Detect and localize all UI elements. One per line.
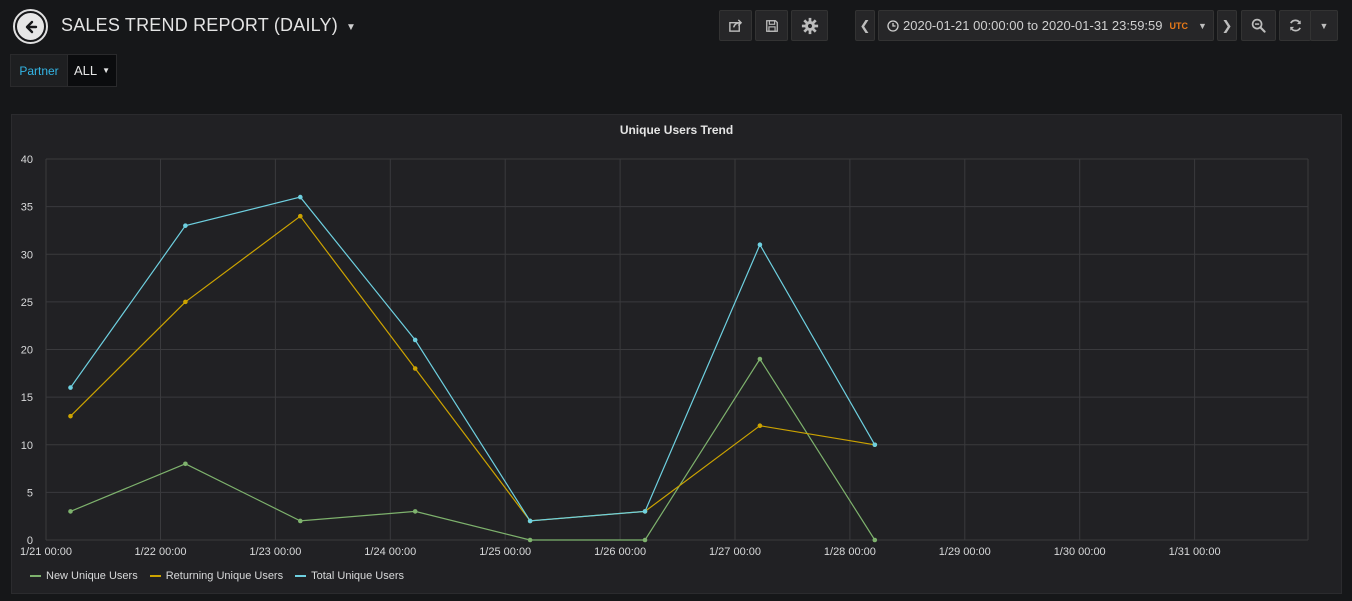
y-tick-label: 20 bbox=[21, 345, 33, 357]
data-point bbox=[527, 518, 533, 524]
y-tick-label: 25 bbox=[21, 297, 33, 309]
time-range-text: 2020-01-21 00:00:00 to 2020-01-31 23:59:… bbox=[903, 18, 1163, 33]
data-point bbox=[757, 242, 763, 248]
x-tick-label: 1/22 00:00 bbox=[135, 546, 187, 558]
refresh-interval-dropdown[interactable]: ▼ bbox=[1310, 10, 1338, 41]
share-button[interactable] bbox=[719, 10, 752, 41]
panel-title[interactable]: Unique Users Trend bbox=[619, 123, 734, 137]
legend-swatch bbox=[149, 575, 161, 577]
data-point bbox=[68, 385, 73, 390]
y-tick-label: 30 bbox=[21, 249, 33, 261]
y-tick-label: 10 bbox=[21, 440, 33, 452]
timezone-badge: UTC bbox=[1169, 20, 1189, 31]
line-chart[interactable]: 0 5 10 15 20 25 30 35 40 1/21 00:00 1/22 00:00 1/23… bbox=[12, 115, 1343, 565]
data-point bbox=[183, 461, 188, 467]
caret-down-icon: ▼ bbox=[1198, 20, 1207, 31]
gear-icon bbox=[801, 17, 818, 34]
x-tick-label: 1/21 00:00 bbox=[20, 546, 72, 558]
data-point bbox=[412, 337, 418, 343]
data-point bbox=[183, 223, 188, 228]
legend-item[interactable]: Total Unique Users bbox=[295, 570, 404, 582]
data-point bbox=[298, 194, 303, 200]
dashboard-title[interactable]: SALES TREND REPORT (DAILY) ▼ bbox=[61, 15, 356, 36]
series-line bbox=[70, 357, 876, 541]
share-icon bbox=[729, 19, 743, 32]
y-tick-label: 35 bbox=[21, 202, 33, 214]
legend-item[interactable]: Returning Unique Users bbox=[149, 570, 284, 582]
time-shift-back-button[interactable]: ❮ bbox=[855, 10, 875, 41]
y-tick-label: 0 bbox=[27, 535, 33, 547]
x-tick-label: 1/28 00:00 bbox=[824, 546, 876, 558]
chevron-left-icon: ❮ bbox=[859, 17, 871, 33]
refresh-icon bbox=[1290, 19, 1301, 32]
series-line bbox=[70, 196, 876, 522]
data-point bbox=[412, 366, 418, 371]
data-point bbox=[298, 213, 303, 219]
unique-users-trend-panel: Unique Users Trend 0 5 10 15 20 25 30 35 40 1/21 … bbox=[11, 114, 1342, 594]
time-range-picker[interactable]: 2020-01-21 00:00:00 to 2020-01-31 23:59:… bbox=[878, 10, 1214, 41]
dashboard-title-text: SALES TREND REPORT (DAILY) bbox=[61, 15, 338, 35]
data-point bbox=[298, 518, 303, 524]
data-point bbox=[757, 356, 763, 362]
save-button[interactable] bbox=[755, 10, 788, 41]
data-point bbox=[642, 537, 648, 543]
zoom-out-icon bbox=[1251, 18, 1266, 33]
chevron-right-icon: ❯ bbox=[1221, 17, 1233, 33]
data-point bbox=[757, 423, 763, 429]
caret-down-icon: ▼ bbox=[345, 22, 357, 33]
partner-variable-value: ALL bbox=[73, 63, 98, 78]
x-tick-label: 1/31 00:00 bbox=[1169, 546, 1221, 558]
back-button[interactable] bbox=[13, 9, 48, 44]
x-tick-label: 1/24 00:00 bbox=[364, 546, 416, 558]
legend-label: Returning Unique Users bbox=[165, 570, 284, 582]
arrow-left-icon bbox=[17, 13, 44, 40]
y-tick-label: 15 bbox=[21, 392, 33, 404]
legend-item[interactable]: New Unique Users bbox=[30, 570, 138, 582]
partner-variable-select[interactable]: ALL ▼ bbox=[67, 54, 117, 87]
x-tick-label: 1/26 00:00 bbox=[594, 546, 646, 558]
chart-legend: New Unique Users Returning Unique Users To… bbox=[30, 570, 404, 582]
legend-label: Total Unique Users bbox=[311, 570, 405, 582]
save-icon bbox=[765, 19, 778, 32]
data-point bbox=[872, 442, 878, 448]
x-tick-label: 1/29 00:00 bbox=[939, 546, 991, 558]
legend-swatch bbox=[295, 575, 307, 577]
data-point bbox=[183, 299, 188, 305]
data-point bbox=[68, 509, 73, 514]
series-line bbox=[70, 215, 875, 522]
time-shift-forward-button[interactable]: ❯ bbox=[1217, 10, 1237, 41]
refresh-button[interactable] bbox=[1279, 10, 1311, 41]
settings-button[interactable] bbox=[791, 10, 828, 41]
partner-variable-label: Partner bbox=[10, 54, 68, 87]
y-tick-label: 40 bbox=[21, 154, 33, 166]
clock-icon bbox=[887, 19, 899, 32]
x-tick-label: 1/27 00:00 bbox=[709, 546, 761, 558]
legend-swatch bbox=[30, 575, 41, 577]
data-point bbox=[527, 537, 533, 543]
legend-label: New Unique Users bbox=[46, 570, 138, 582]
caret-down-icon: ▼ bbox=[102, 66, 111, 75]
caret-down-icon: ▼ bbox=[1319, 20, 1329, 31]
data-point bbox=[68, 413, 73, 419]
x-tick-label: 1/30 00:00 bbox=[1054, 546, 1106, 558]
data-point bbox=[642, 509, 648, 514]
x-tick-label: 1/25 00:00 bbox=[479, 546, 531, 558]
data-point bbox=[412, 509, 418, 514]
x-tick-label: 1/23 00:00 bbox=[249, 546, 301, 558]
y-tick-label: 5 bbox=[27, 487, 33, 499]
zoom-out-button[interactable] bbox=[1241, 10, 1276, 41]
data-point bbox=[872, 537, 878, 543]
